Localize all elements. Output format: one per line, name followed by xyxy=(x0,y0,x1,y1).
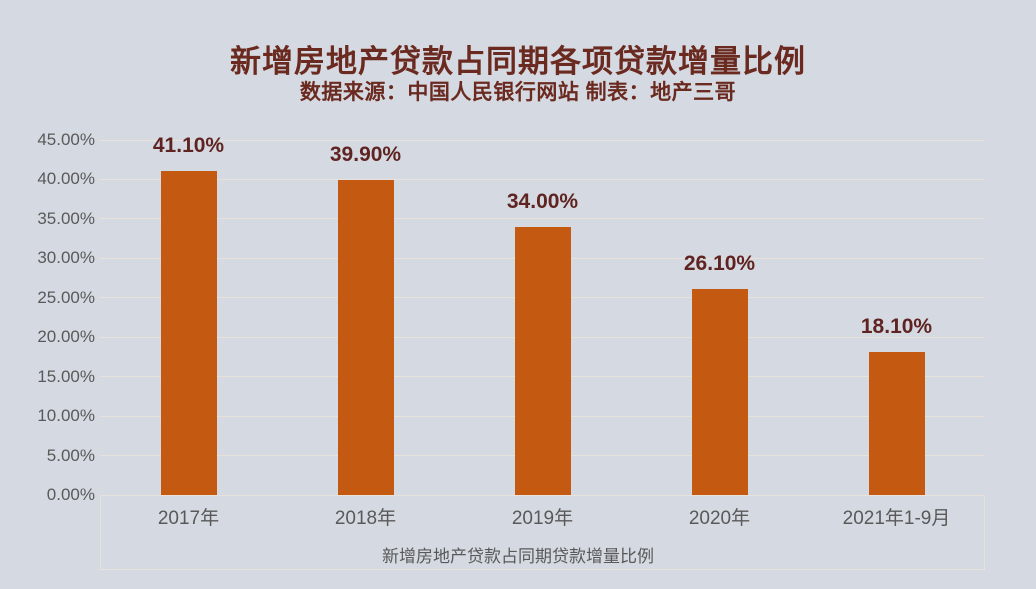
x-axis-tick-label: 2018年 xyxy=(334,508,397,529)
x-axis-band xyxy=(100,495,985,570)
bar-2020年 xyxy=(691,289,748,495)
x-axis-tick-label: 2020年 xyxy=(688,508,751,529)
bar-value-label: 18.10% xyxy=(860,315,933,339)
x-axis-tick-label: 2019年 xyxy=(511,508,574,529)
x-axis-tick-label: 2021年1-9月 xyxy=(842,508,951,529)
y-axis-tick-label: 0.00% xyxy=(46,485,95,504)
y-axis-tick-label: 35.00% xyxy=(37,208,95,228)
y-axis-tick-label: 5.00% xyxy=(46,445,95,465)
bar-value-label: 34.00% xyxy=(506,189,579,213)
bar-value-label: 26.10% xyxy=(683,252,756,276)
gridline xyxy=(100,178,985,180)
series-legend-label: 新增房地产贷款占同期贷款增量比例 xyxy=(382,547,654,566)
gridline xyxy=(100,218,985,220)
y-axis-tick-label: 15.00% xyxy=(37,366,95,386)
bar-2019年 xyxy=(514,226,571,495)
bar-2021年1-9月 xyxy=(868,352,925,495)
bar-2017年 xyxy=(160,170,217,495)
y-axis-tick-label: 45.00% xyxy=(37,130,95,149)
bar-value-label: 41.10% xyxy=(152,133,225,157)
y-axis-tick-label: 10.00% xyxy=(37,406,95,426)
y-axis-tick-label: 25.00% xyxy=(37,287,95,307)
bar-value-label: 39.90% xyxy=(329,143,402,167)
y-axis-tick-label: 40.00% xyxy=(37,169,95,189)
x-axis-tick-label: 2017年 xyxy=(157,508,220,529)
y-axis-tick-label: 20.00% xyxy=(37,327,95,347)
chart-subtitle: 数据来源：中国人民银行网站 制表：地产三哥 xyxy=(299,81,737,104)
bar-2018年 xyxy=(337,180,394,495)
y-axis-tick-label: 30.00% xyxy=(37,248,95,268)
gridline xyxy=(100,139,985,141)
chart-title: 新增房地产贷款占同期各项贷款增量比例 xyxy=(230,44,806,79)
